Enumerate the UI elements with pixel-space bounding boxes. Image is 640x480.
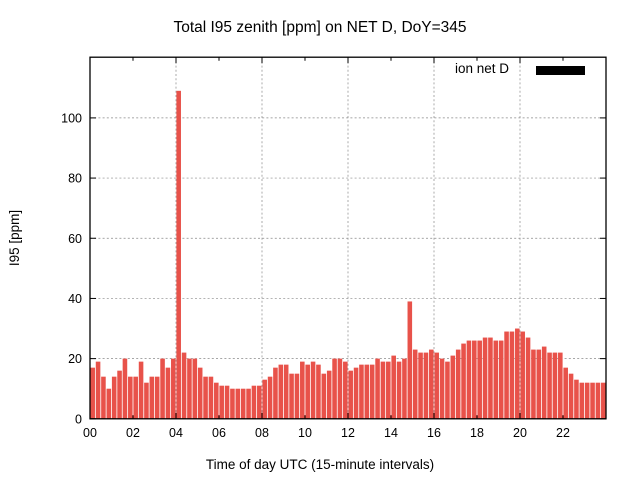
- svg-text:22: 22: [556, 426, 570, 440]
- svg-text:18: 18: [470, 426, 484, 440]
- svg-text:20: 20: [68, 352, 82, 366]
- svg-text:20: 20: [513, 426, 527, 440]
- svg-text:10: 10: [298, 426, 312, 440]
- svg-text:ion net D: ion net D: [455, 61, 509, 76]
- svg-text:08: 08: [255, 426, 269, 440]
- svg-text:80: 80: [68, 172, 82, 186]
- svg-text:60: 60: [68, 232, 82, 246]
- svg-text:06: 06: [212, 426, 226, 440]
- svg-text:14: 14: [384, 426, 398, 440]
- svg-text:02: 02: [126, 426, 140, 440]
- svg-text:04: 04: [169, 426, 183, 440]
- svg-text:0: 0: [75, 412, 82, 426]
- svg-text:100: 100: [61, 111, 82, 125]
- svg-text:40: 40: [68, 292, 82, 306]
- svg-text:I95 [ppm]: I95 [ppm]: [7, 210, 22, 266]
- svg-text:12: 12: [341, 426, 355, 440]
- svg-text:00: 00: [83, 426, 97, 440]
- svg-text:16: 16: [427, 426, 441, 440]
